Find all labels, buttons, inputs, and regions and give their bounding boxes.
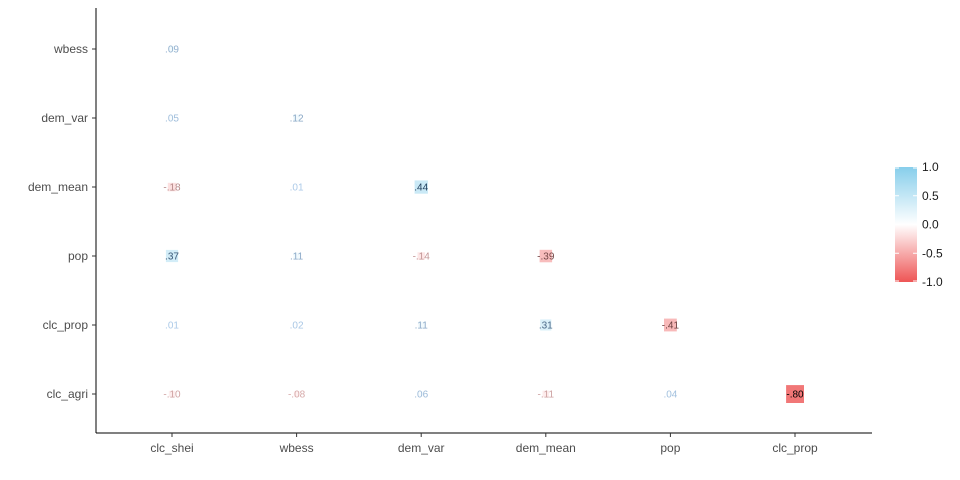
cell-value-label: -.08 <box>288 390 306 401</box>
x-tick-label: clc_prop <box>772 441 818 455</box>
cell-value-label: .04 <box>663 390 677 401</box>
heatmap-cell <box>167 182 177 192</box>
heatmap-cell <box>295 323 298 327</box>
cell-value-label: .11 <box>290 252 304 263</box>
cell-value-label: -.80 <box>786 390 804 401</box>
heatmap-cell <box>169 115 175 121</box>
cell-value-label: .01 <box>165 321 179 332</box>
legend-colorbar <box>895 167 917 282</box>
cell-value-label: .05 <box>165 114 179 125</box>
x-tick-label: wbess <box>279 441 314 455</box>
heatmap-cell <box>664 318 677 332</box>
legend-tick-label: 1.0 <box>922 160 939 174</box>
cell-value-label: .01 <box>290 183 304 194</box>
cell-value-label: -.14 <box>413 252 431 263</box>
heatmap-cell <box>165 249 179 263</box>
legend-tick-label: 0.0 <box>922 218 939 232</box>
legend-tick-label: -0.5 <box>922 246 943 260</box>
cells-layer: .09 .05 .12 -.18 .01 .44 .37 .11 -.14 -.39 .01 .02.… <box>163 45 804 403</box>
legend-tick-label: 0.5 <box>922 189 939 203</box>
heatmap-cell <box>417 321 425 329</box>
heatmap-cell <box>293 391 300 397</box>
axes-layer: wbessdem_vardem_meanpopclc_propclc_agric… <box>28 8 872 455</box>
heatmap-cell <box>418 391 424 397</box>
cell-value-label: .06 <box>414 390 428 401</box>
cell-value-label: -.11 <box>538 390 555 401</box>
heatmap-cell <box>293 252 300 260</box>
cell-value-label: .31 <box>539 321 553 332</box>
cell-value-label: -.10 <box>163 390 181 401</box>
heatmap-cell <box>168 390 176 398</box>
heatmap-cell <box>668 392 673 396</box>
heatmap-cell <box>293 114 300 122</box>
heatmap-cell <box>171 324 173 326</box>
cell-value-label: .12 <box>290 114 304 125</box>
heatmap-cell <box>539 249 553 263</box>
heatmap-cell <box>414 180 428 194</box>
y-tick-label: dem_mean <box>28 180 88 194</box>
cell-value-label: .11 <box>415 321 429 332</box>
x-tick-label: pop <box>660 441 680 455</box>
x-tick-label: clc_shei <box>150 441 193 455</box>
cell-value-label: .44 <box>414 183 428 194</box>
y-tick-label: pop <box>68 249 88 263</box>
cell-value-label: .37 <box>165 252 179 263</box>
heatmap-cell <box>417 252 425 260</box>
heatmap-cell <box>542 390 550 398</box>
heatmap-cell <box>540 319 552 331</box>
legend: 1.0 0.5 0.0 -0.5 -1.0 <box>895 160 943 289</box>
cell-value-label: -.18 <box>163 183 181 194</box>
legend-tick-label: -1.0 <box>922 275 943 289</box>
heatmap-cell <box>295 186 298 188</box>
x-tick-label: dem_var <box>398 441 445 455</box>
y-tick-label: wbess <box>53 42 88 56</box>
y-tick-label: clc_prop <box>43 318 89 332</box>
cell-value-label: .09 <box>165 45 179 56</box>
y-tick-label: clc_agri <box>47 387 88 401</box>
heatmap-cell <box>169 46 175 52</box>
cell-value-label: .02 <box>290 321 304 332</box>
cell-value-label: -.39 <box>537 252 555 263</box>
cell-value-label: -.41 <box>662 321 680 332</box>
y-tick-label: dem_var <box>41 111 88 125</box>
heatmap-cell <box>786 385 804 403</box>
x-tick-label: dem_mean <box>516 441 576 455</box>
